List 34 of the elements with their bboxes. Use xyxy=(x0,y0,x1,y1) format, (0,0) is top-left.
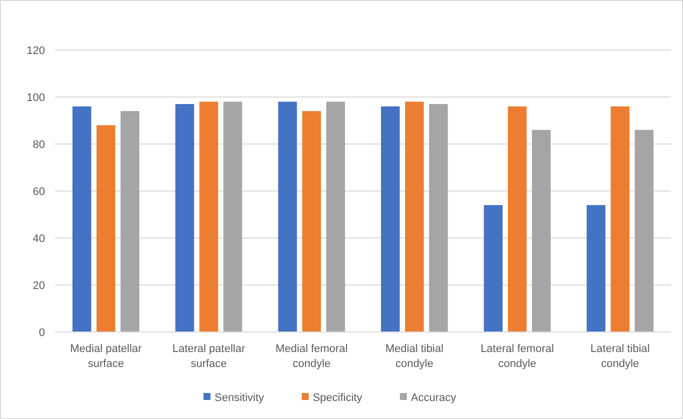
x-tick-label: Lateral tibial condyle xyxy=(590,343,650,370)
legend-label: Accuracy xyxy=(410,392,457,404)
y-tick-label: 60 xyxy=(32,186,45,198)
y-tick-label: 0 xyxy=(38,326,45,339)
bar xyxy=(429,104,448,332)
x-tick-label: Medial femoral condyle xyxy=(276,343,348,370)
bar xyxy=(610,106,630,332)
bar xyxy=(586,205,606,332)
x-tick-label: Lateral femoral condyle xyxy=(480,343,554,370)
bar xyxy=(326,102,346,332)
x-tick-label: Lateral patellar surface xyxy=(172,343,246,370)
x-tick-label: Medial tibial condyle xyxy=(385,343,444,370)
y-tick-label: 80 xyxy=(32,138,45,151)
legend-label: Specificity xyxy=(312,392,363,404)
bar xyxy=(634,130,654,332)
y-tick-label: 40 xyxy=(32,232,45,245)
bar xyxy=(484,205,503,332)
legend-label: Sensitivity xyxy=(214,392,265,404)
y-tick-label: 100 xyxy=(26,92,45,104)
bar xyxy=(380,106,400,332)
y-tick-label: 120 xyxy=(26,44,45,57)
bar xyxy=(302,111,321,332)
bar xyxy=(120,111,140,332)
bar xyxy=(223,102,242,332)
bar xyxy=(508,106,527,332)
bar xyxy=(72,106,92,332)
bar xyxy=(199,102,218,332)
bar xyxy=(278,102,297,332)
bar xyxy=(532,130,551,332)
bar xyxy=(175,104,194,332)
bar xyxy=(96,125,116,332)
x-tick-label: Medial patellar surface xyxy=(70,343,142,370)
y-tick-label: 20 xyxy=(32,280,45,292)
bar xyxy=(405,102,424,332)
